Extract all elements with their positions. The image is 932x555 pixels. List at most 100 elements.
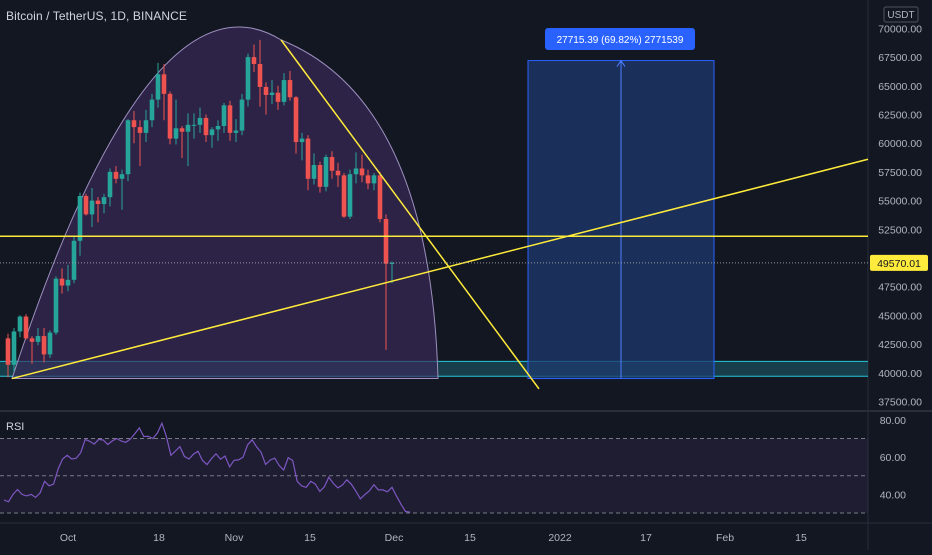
candle[interactable]	[317, 161, 323, 193]
candle[interactable]	[293, 96, 299, 154]
candle[interactable]	[185, 113, 191, 167]
candle[interactable]	[251, 44, 257, 73]
candle[interactable]	[353, 152, 359, 184]
candle[interactable]	[191, 113, 197, 139]
candle-body	[179, 128, 185, 132]
candle[interactable]	[35, 328, 41, 346]
candle-body	[59, 278, 65, 286]
arc-shape[interactable]	[11, 26, 439, 380]
candle[interactable]	[197, 107, 203, 133]
candle[interactable]	[299, 132, 305, 161]
candle[interactable]	[89, 187, 95, 228]
candle[interactable]	[149, 93, 155, 128]
symbol-name[interactable]: Bitcoin / TetherUS	[6, 9, 104, 23]
currency-badge-box[interactable]	[883, 6, 919, 23]
candle[interactable]	[245, 53, 251, 107]
candle-body	[377, 175, 383, 219]
price-tick-label: 47500.00	[878, 282, 922, 294]
candle[interactable]	[107, 168, 113, 207]
candle[interactable]	[215, 120, 221, 141]
time-tick-label: Nov	[225, 532, 244, 544]
candle[interactable]	[53, 276, 59, 335]
candle[interactable]	[65, 264, 71, 292]
time-tick-label: 15	[304, 532, 316, 544]
candle-body	[35, 336, 41, 342]
candle[interactable]	[41, 328, 47, 363]
candle[interactable]	[59, 268, 65, 294]
candle[interactable]	[227, 100, 233, 141]
candle[interactable]	[5, 333, 11, 378]
candle-body	[29, 338, 35, 342]
candle[interactable]	[377, 171, 383, 223]
candle[interactable]	[365, 169, 371, 190]
candle[interactable]	[341, 173, 347, 218]
interval-label[interactable]: 1D	[110, 9, 127, 23]
candle[interactable]	[263, 82, 269, 115]
candle[interactable]	[95, 197, 101, 223]
candle[interactable]	[17, 315, 23, 338]
candle-body	[149, 99, 155, 121]
candle-body	[335, 170, 341, 176]
candle[interactable]	[275, 85, 281, 110]
time-axis: Oct 18 Nov 15 Dec 15 2022 17 Feb 15	[60, 532, 807, 544]
rsi-tick-label: 40.00	[880, 489, 906, 501]
time-tick-label: 17	[640, 532, 652, 544]
candle[interactable]	[221, 103, 227, 133]
candle-body	[311, 165, 317, 179]
time-tick-label: 18	[153, 532, 165, 544]
candle-body	[185, 124, 191, 132]
descending-trendline[interactable]	[280, 39, 540, 390]
candle[interactable]	[119, 169, 125, 210]
candle-body	[95, 200, 101, 205]
candle[interactable]	[389, 261, 395, 284]
candle[interactable]	[269, 80, 275, 105]
ascending-trendline[interactable]	[11, 158, 869, 380]
candle-body	[131, 120, 137, 128]
candle[interactable]	[305, 135, 311, 191]
price-tick-label: 45000.00	[878, 310, 922, 322]
candle[interactable]	[203, 114, 209, 143]
candle[interactable]	[233, 119, 239, 143]
candle[interactable]	[281, 73, 287, 106]
candles	[5, 39, 395, 378]
candle[interactable]	[131, 111, 137, 144]
candle[interactable]	[239, 93, 245, 136]
candle[interactable]	[287, 70, 293, 101]
candle[interactable]	[371, 173, 377, 191]
candle[interactable]	[161, 63, 167, 121]
candle-body	[227, 105, 233, 133]
candle[interactable]	[173, 99, 179, 145]
candle[interactable]	[179, 125, 185, 159]
time-tick-label: Dec	[385, 532, 404, 544]
candle[interactable]	[77, 192, 83, 256]
candle[interactable]	[323, 154, 329, 192]
currency-badge[interactable]: USDT	[887, 10, 914, 21]
candle-body	[137, 127, 143, 133]
candle[interactable]	[347, 169, 353, 219]
candle[interactable]	[257, 39, 263, 107]
rsi-indicator-label[interactable]: RSI	[6, 421, 25, 433]
candle[interactable]	[209, 127, 215, 148]
candle[interactable]	[23, 314, 29, 340]
candle[interactable]	[71, 236, 77, 284]
candle[interactable]	[113, 166, 119, 184]
candle[interactable]	[47, 330, 53, 358]
candle[interactable]	[101, 193, 107, 214]
candle[interactable]	[83, 193, 89, 216]
candle-body	[17, 316, 23, 332]
candle[interactable]	[125, 119, 131, 182]
candle[interactable]	[143, 109, 149, 143]
candle[interactable]	[359, 154, 365, 183]
candle[interactable]	[11, 328, 17, 372]
candle[interactable]	[29, 336, 35, 364]
candle[interactable]	[335, 162, 341, 187]
candle[interactable]	[167, 91, 173, 145]
candle[interactable]	[329, 151, 335, 179]
rsi-line[interactable]	[3, 421, 411, 513]
candle[interactable]	[155, 62, 161, 108]
candle-body	[41, 336, 47, 355]
candle[interactable]	[137, 120, 143, 167]
candle[interactable]	[311, 153, 317, 185]
